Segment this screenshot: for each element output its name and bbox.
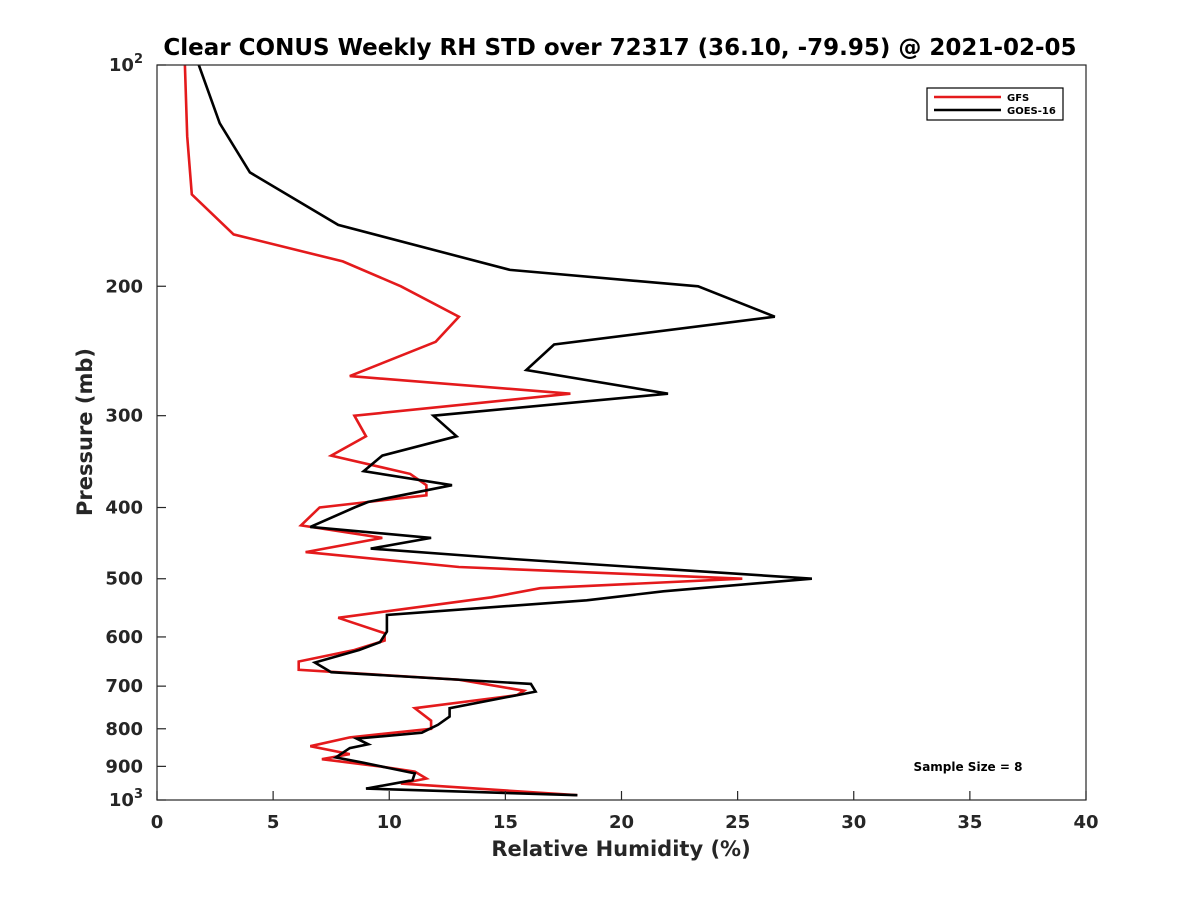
x-tick-label: 5 xyxy=(267,812,280,833)
y-tick-label: 400 xyxy=(105,498,143,519)
series-line-gfs xyxy=(183,64,743,797)
y-tick-label: 103 xyxy=(109,787,143,811)
y-tick-label: 300 xyxy=(105,406,143,427)
y-tick-label: 102 xyxy=(109,52,143,76)
y-tick-label: 900 xyxy=(105,756,143,777)
sample-size-annotation: Sample Size = 8 xyxy=(914,760,1023,774)
x-tick-label: 30 xyxy=(841,812,866,833)
y-tick-label: 200 xyxy=(105,276,143,297)
chart-title: Clear CONUS Weekly RH STD over 72317 (36… xyxy=(163,35,1076,61)
y-tick-label: 700 xyxy=(105,676,143,697)
x-tick-label: 35 xyxy=(957,812,982,833)
y-axis-title: Pressure (mb) xyxy=(73,348,97,516)
y-tick-label: 500 xyxy=(105,569,143,590)
series-layer xyxy=(183,64,813,797)
x-tick-label: 15 xyxy=(493,812,518,833)
y-axis: 102 200 300 400 500 600 700 800 900 103 xyxy=(105,52,166,811)
legend-box xyxy=(926,87,1064,121)
y-tick-label: 600 xyxy=(105,627,143,648)
x-tick-label: 10 xyxy=(377,812,402,833)
x-tick-label: 25 xyxy=(725,812,750,833)
y-tick-label: 800 xyxy=(105,719,143,740)
plot-axes-frame xyxy=(156,64,1087,801)
legend: GFS GOES-16 xyxy=(926,87,1064,121)
x-axis: 0 5 10 15 20 25 30 35 40 xyxy=(151,791,1099,833)
x-tick-label: 20 xyxy=(609,812,634,833)
legend-label-goes16: GOES-16 xyxy=(1007,106,1056,117)
x-tick-label: 0 xyxy=(151,812,164,833)
legend-label-gfs: GFS xyxy=(1007,93,1029,104)
x-tick-label: 40 xyxy=(1073,812,1098,833)
x-axis-title: Relative Humidity (%) xyxy=(491,837,750,861)
series-line-goes16 xyxy=(197,64,813,797)
